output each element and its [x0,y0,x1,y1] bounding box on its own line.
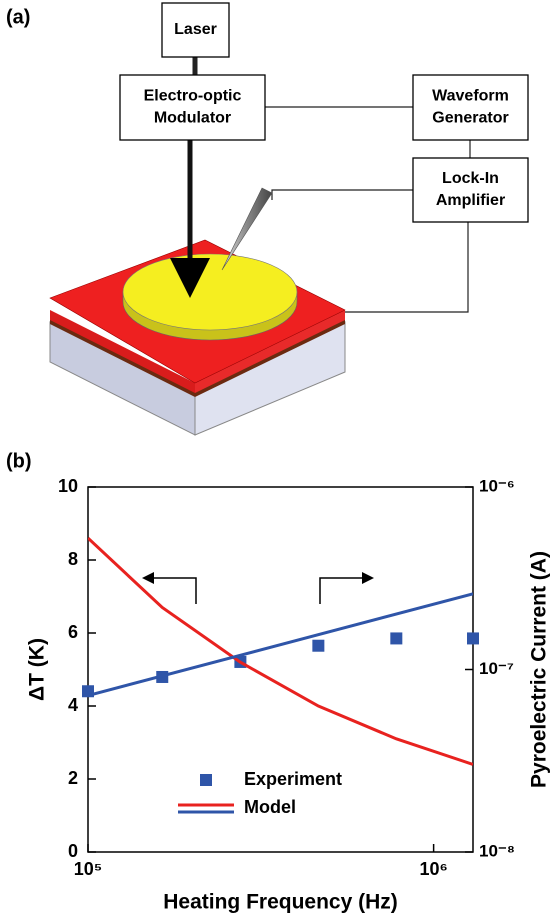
wires [192,57,471,313]
x-tick-label: 10⁶ [419,859,447,879]
panel-label: (a) [6,6,30,28]
node-label: Electro-optic [144,88,242,105]
y-axis-label: ΔT (K) [26,638,49,701]
node-label: Laser [174,21,217,38]
node-label: Generator [432,110,508,127]
panel-label: (b) [6,450,32,472]
y-tick-label: 0 [68,841,78,861]
y2-axis-label: Pyroelectric Current (A) [528,551,551,788]
node-label: Lock-In [442,170,499,187]
y-tick-label: 4 [68,695,78,715]
modulator-box [119,74,266,141]
legend-symbol [200,774,212,786]
x-axis-label: Heating Frequency (Hz) [163,891,398,914]
y-tick-label: 2 [68,768,78,788]
y2-tick-label: 10⁻⁸ [479,841,515,860]
series-line [88,537,473,766]
legend-label: Model [244,797,296,817]
data-point [467,632,479,645]
amplifier-box [412,157,529,223]
node-label: Waveform [432,88,509,105]
node-label: Amplifier [436,192,505,209]
sample [49,140,346,436]
data-point [390,632,403,645]
data-point [312,639,325,652]
y-tick-label: 8 [68,549,78,569]
y-tick-label: 10 [58,476,78,496]
node-label: Modulator [154,110,231,127]
laser-box [161,2,230,58]
y2-tick-label: 10⁻⁶ [479,476,515,495]
x-tick-label: 10⁵ [74,859,102,879]
axis-arrows [142,572,374,604]
series-line [88,592,473,697]
y-tick-label: 6 [68,622,78,642]
y2-tick-label: 10⁻⁷ [479,659,514,678]
generator-box [412,74,529,141]
legend-label: Experiment [244,769,342,789]
